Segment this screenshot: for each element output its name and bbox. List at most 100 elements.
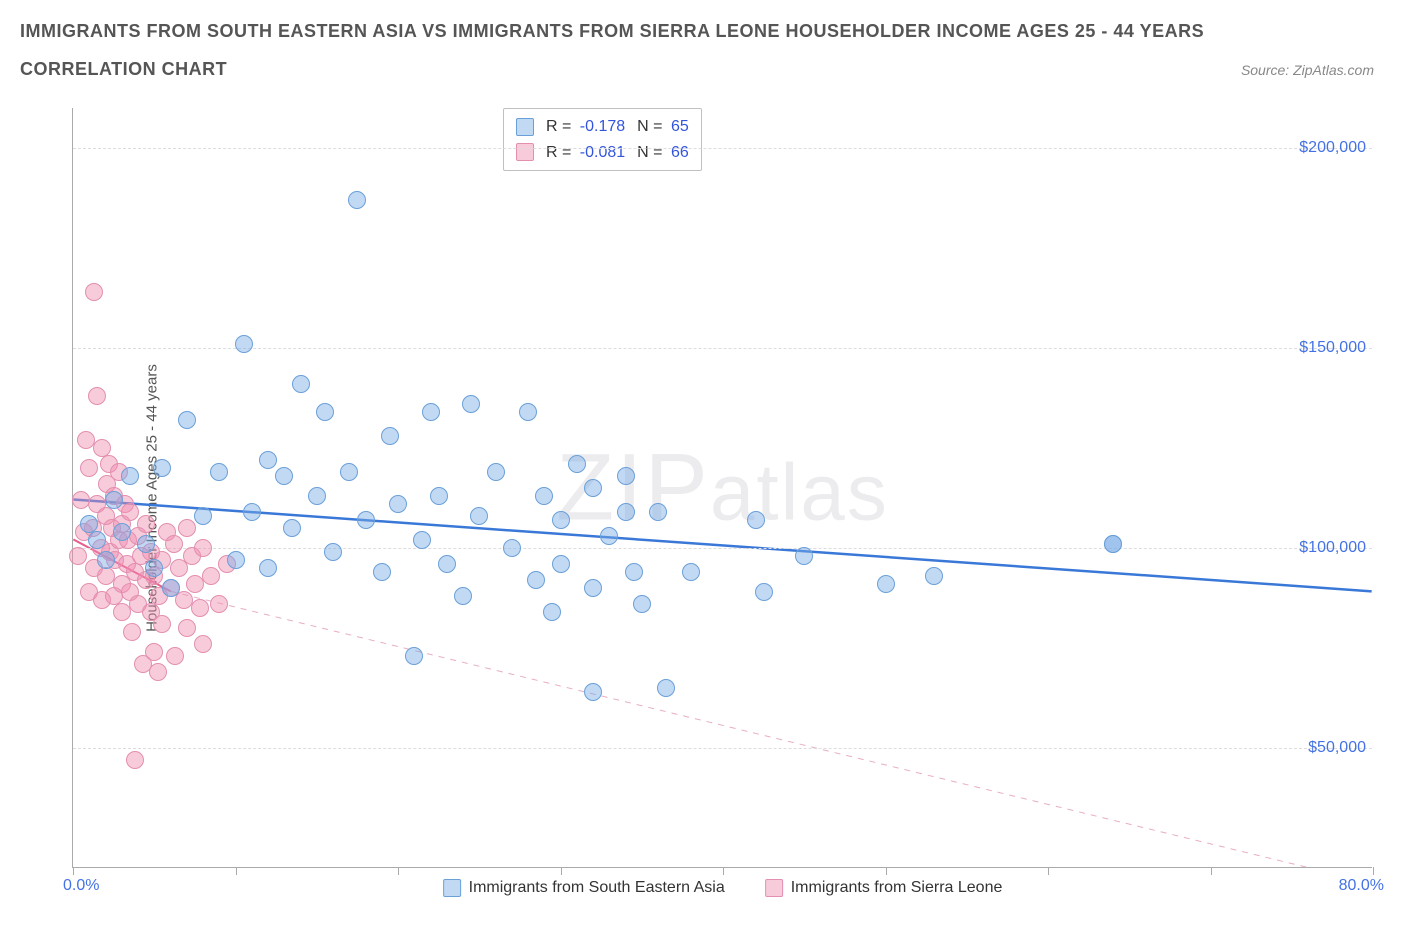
scatter-point (178, 619, 196, 637)
scatter-point (153, 459, 171, 477)
scatter-point (430, 487, 448, 505)
scatter-point (105, 491, 123, 509)
x-tick (723, 867, 724, 875)
scatter-point (275, 467, 293, 485)
scatter-point (316, 403, 334, 421)
scatter-point (145, 559, 163, 577)
x-max-label: 80.0% (1339, 877, 1384, 895)
scatter-point (145, 643, 163, 661)
scatter-point (405, 647, 423, 665)
scatter-point (617, 503, 635, 521)
scatter-point (186, 575, 204, 593)
chart-header: IMMIGRANTS FROM SOUTH EASTERN ASIA VS IM… (0, 0, 1406, 88)
scatter-point (422, 403, 440, 421)
stats-row: R = -0.178N = 65 (516, 114, 689, 140)
scatter-point (633, 595, 651, 613)
scatter-point (88, 387, 106, 405)
scatter-point (340, 463, 358, 481)
gridline-h (73, 548, 1372, 549)
scatter-point (69, 547, 87, 565)
scatter-point (625, 563, 643, 581)
scatter-point (600, 527, 618, 545)
scatter-point (235, 335, 253, 353)
y-tick-label: $150,000 (1299, 339, 1366, 357)
stat-n-value: 66 (667, 144, 689, 161)
scatter-point (389, 495, 407, 513)
series-swatch (516, 143, 534, 161)
scatter-point (137, 535, 155, 553)
scatter-point (194, 507, 212, 525)
chart-legend: Immigrants from South Eastern Asia Immigr… (443, 879, 1003, 897)
scatter-point (470, 507, 488, 525)
scatter-point (535, 487, 553, 505)
scatter-point (97, 551, 115, 569)
chart-title: IMMIGRANTS FROM SOUTH EASTERN ASIA VS IM… (20, 18, 1386, 45)
x-tick (73, 867, 74, 875)
stat-r-label: R = -0.178 (546, 114, 625, 140)
scatter-point (348, 191, 366, 209)
scatter-point (80, 459, 98, 477)
x-tick (561, 867, 562, 875)
y-tick-label: $50,000 (1308, 739, 1366, 757)
scatter-point (877, 575, 895, 593)
x-tick (1048, 867, 1049, 875)
scatter-point (552, 511, 570, 529)
scatter-point (438, 555, 456, 573)
stats-box: R = -0.178N = 65R = -0.081N = 66 (503, 108, 702, 171)
scatter-point (243, 503, 261, 521)
scatter-point (292, 375, 310, 393)
y-tick-label: $200,000 (1299, 139, 1366, 157)
stat-r-label: R = -0.081 (546, 140, 625, 166)
x-tick (236, 867, 237, 875)
scatter-point (747, 511, 765, 529)
scatter-point (178, 411, 196, 429)
scatter-point (153, 615, 171, 633)
stats-row: R = -0.081N = 66 (516, 140, 689, 166)
scatter-point (123, 623, 141, 641)
gridline-h (73, 748, 1372, 749)
trend-lines (73, 108, 1372, 867)
scatter-point (149, 663, 167, 681)
y-tick-label: $100,000 (1299, 539, 1366, 557)
x-tick (1373, 867, 1374, 875)
legend-swatch (443, 879, 461, 897)
stat-r-value: -0.178 (576, 118, 625, 135)
x-tick (1211, 867, 1212, 875)
scatter-point (121, 503, 139, 521)
scatter-point (584, 579, 602, 597)
scatter-point (88, 531, 106, 549)
scatter-point (373, 563, 391, 581)
scatter-point (178, 519, 196, 537)
scatter-point (617, 467, 635, 485)
scatter-point (795, 547, 813, 565)
scatter-point (584, 683, 602, 701)
scatter-point (552, 555, 570, 573)
legend-item: Immigrants from Sierra Leone (765, 879, 1003, 897)
chart-subtitle: CORRELATION CHART (20, 59, 227, 80)
scatter-point (503, 539, 521, 557)
scatter-point (527, 571, 545, 589)
scatter-point (121, 467, 139, 485)
scatter-point (357, 511, 375, 529)
scatter-point (308, 487, 326, 505)
legend-swatch (765, 879, 783, 897)
series-swatch (516, 118, 534, 136)
gridline-h (73, 348, 1372, 349)
stat-n-value: 65 (667, 118, 689, 135)
scatter-point (454, 587, 472, 605)
x-min-label: 0.0% (63, 877, 99, 895)
scatter-point (210, 463, 228, 481)
source-attribution: Source: ZipAtlas.com (1241, 62, 1386, 78)
scatter-point (165, 535, 183, 553)
scatter-point (462, 395, 480, 413)
legend-label: Immigrants from South Eastern Asia (469, 879, 725, 897)
chart-container: Householder Income Ages 25 - 44 years ZI… (60, 108, 1390, 888)
scatter-point (487, 463, 505, 481)
scatter-point (381, 427, 399, 445)
x-tick (398, 867, 399, 875)
scatter-point (649, 503, 667, 521)
scatter-point (925, 567, 943, 585)
scatter-point (755, 583, 773, 601)
watermark: ZIPatlas (556, 433, 889, 542)
scatter-point (85, 283, 103, 301)
